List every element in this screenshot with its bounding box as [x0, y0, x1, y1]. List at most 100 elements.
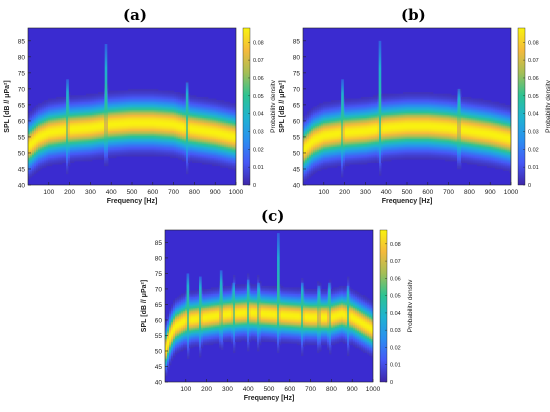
x-tick-label: 700 [305, 386, 316, 393]
x-tick-label: 900 [347, 386, 358, 393]
x-tick-label: 300 [85, 189, 96, 196]
panel-label-a: (a) [123, 6, 147, 24]
x-tick-label: 400 [243, 386, 254, 393]
y-tick-label: 75 [293, 70, 301, 77]
colorbar-tick-label: 0.08 [528, 40, 539, 46]
tonal-peak [232, 283, 235, 303]
colorbar-tick-label: 0.07 [528, 58, 539, 64]
x-tick-label: 100 [43, 189, 54, 196]
y-tick-label: 80 [155, 255, 163, 262]
colorbar-tick-label: 0.05 [390, 294, 401, 300]
y-tick-label: 60 [293, 118, 301, 125]
tonal-peak [277, 233, 280, 303]
y-tick-label: 80 [18, 54, 26, 61]
x-tick-label: 200 [64, 189, 75, 196]
tonal-peak [458, 89, 461, 116]
tonal-peak [186, 82, 189, 115]
colorbar [518, 28, 525, 185]
tonal-peak [257, 283, 260, 302]
colorbar-tick-label: 0 [390, 380, 393, 386]
y-tick-label: 70 [293, 86, 301, 93]
y-tick-label: 65 [155, 302, 163, 309]
panel-label-b: (b) [401, 6, 426, 24]
x-tick-label: 600 [422, 189, 433, 196]
y-tick-label: 80 [293, 54, 301, 61]
tonal-peak [220, 270, 223, 304]
tonal-peak [341, 79, 344, 119]
y-axis-label: SPL [dB // μPa²] [141, 280, 148, 332]
x-tick-label: 500 [264, 386, 275, 393]
colorbar [243, 28, 250, 185]
x-tick-label: 900 [210, 189, 221, 196]
colorbar-label: Probability density [407, 279, 412, 332]
colorbar-tick-label: 0.08 [253, 40, 264, 46]
x-tick-label: 300 [222, 386, 233, 393]
y-tick-label: 85 [155, 240, 163, 247]
y-tick-label: 40 [18, 183, 26, 190]
tonal-peak [328, 283, 331, 306]
colorbar-tick-label: 0.03 [390, 328, 401, 334]
tonal-peak [379, 41, 382, 116]
colorbar-tick-label: 0.08 [390, 242, 401, 248]
colorbar-tick-label: 0.01 [253, 165, 264, 171]
y-tick-label: 45 [18, 166, 26, 173]
y-tick-label: 70 [18, 86, 26, 93]
y-tick-label: 40 [293, 183, 301, 190]
colorbar-tick-label: 0.02 [253, 147, 264, 153]
y-tick-label: 50 [18, 150, 26, 157]
x-tick-label: 600 [147, 189, 158, 196]
y-tick-label: 45 [293, 166, 301, 173]
x-tick-label: 800 [464, 189, 475, 196]
colorbar-tick-label: 0.02 [390, 345, 401, 351]
y-tick-label: 70 [155, 286, 163, 293]
tonal-peak [318, 286, 321, 306]
y-tick-label: 55 [18, 134, 26, 141]
x-tick-label: 1000 [229, 189, 244, 196]
colorbar-tick-label: 0.05 [528, 94, 539, 100]
x-tick-label: 1000 [366, 386, 381, 393]
y-tick-label: 65 [293, 102, 301, 109]
x-tick-label: 100 [180, 386, 191, 393]
colorbar-tick-label: 0.01 [390, 363, 401, 369]
x-axis-label: Frequency [Hz] [107, 198, 158, 205]
x-tick-label: 400 [106, 189, 117, 196]
tonal-peak [301, 283, 304, 306]
y-tick-label: 85 [293, 38, 301, 45]
x-tick-label: 800 [326, 386, 337, 393]
colorbar-tick-label: 0.06 [253, 76, 264, 82]
y-tick-label: 75 [155, 271, 163, 278]
x-tick-label: 700 [168, 189, 179, 196]
colorbar-tick-label: 0 [528, 183, 531, 189]
colorbar [380, 230, 387, 382]
colorbar-tick-label: 0.04 [390, 311, 401, 317]
y-tick-label: 60 [155, 317, 163, 324]
tonal-peak [347, 286, 350, 305]
y-tick-label: 40 [155, 380, 163, 387]
tonal-peak [199, 277, 202, 307]
colorbar-tick-label: 0 [253, 183, 256, 189]
y-axis-label: SPL [dB // μPa²] [279, 80, 286, 132]
x-tick-label: 500 [127, 189, 138, 196]
colorbar-tick-label: 0.03 [253, 129, 264, 135]
tonal-peak [187, 273, 190, 308]
colorbar-tick-label: 0.06 [390, 276, 401, 282]
y-tick-label: 85 [18, 38, 26, 45]
y-tick-label: 60 [18, 118, 26, 125]
tonal-peak [247, 280, 250, 302]
y-axis-label: SPL [dB // μPa²] [4, 80, 11, 132]
x-tick-label: 700 [443, 189, 454, 196]
tonal-peak [105, 44, 108, 112]
y-tick-label: 75 [18, 70, 26, 77]
colorbar-tick-label: 0.01 [528, 165, 539, 171]
x-tick-label: 400 [381, 189, 392, 196]
x-tick-label: 500 [402, 189, 413, 196]
colorbar-label: Probability density [545, 79, 550, 132]
colorbar-tick-label: 0.05 [253, 94, 264, 100]
tonal-peak [66, 79, 69, 116]
x-tick-label: 1000 [504, 189, 519, 196]
